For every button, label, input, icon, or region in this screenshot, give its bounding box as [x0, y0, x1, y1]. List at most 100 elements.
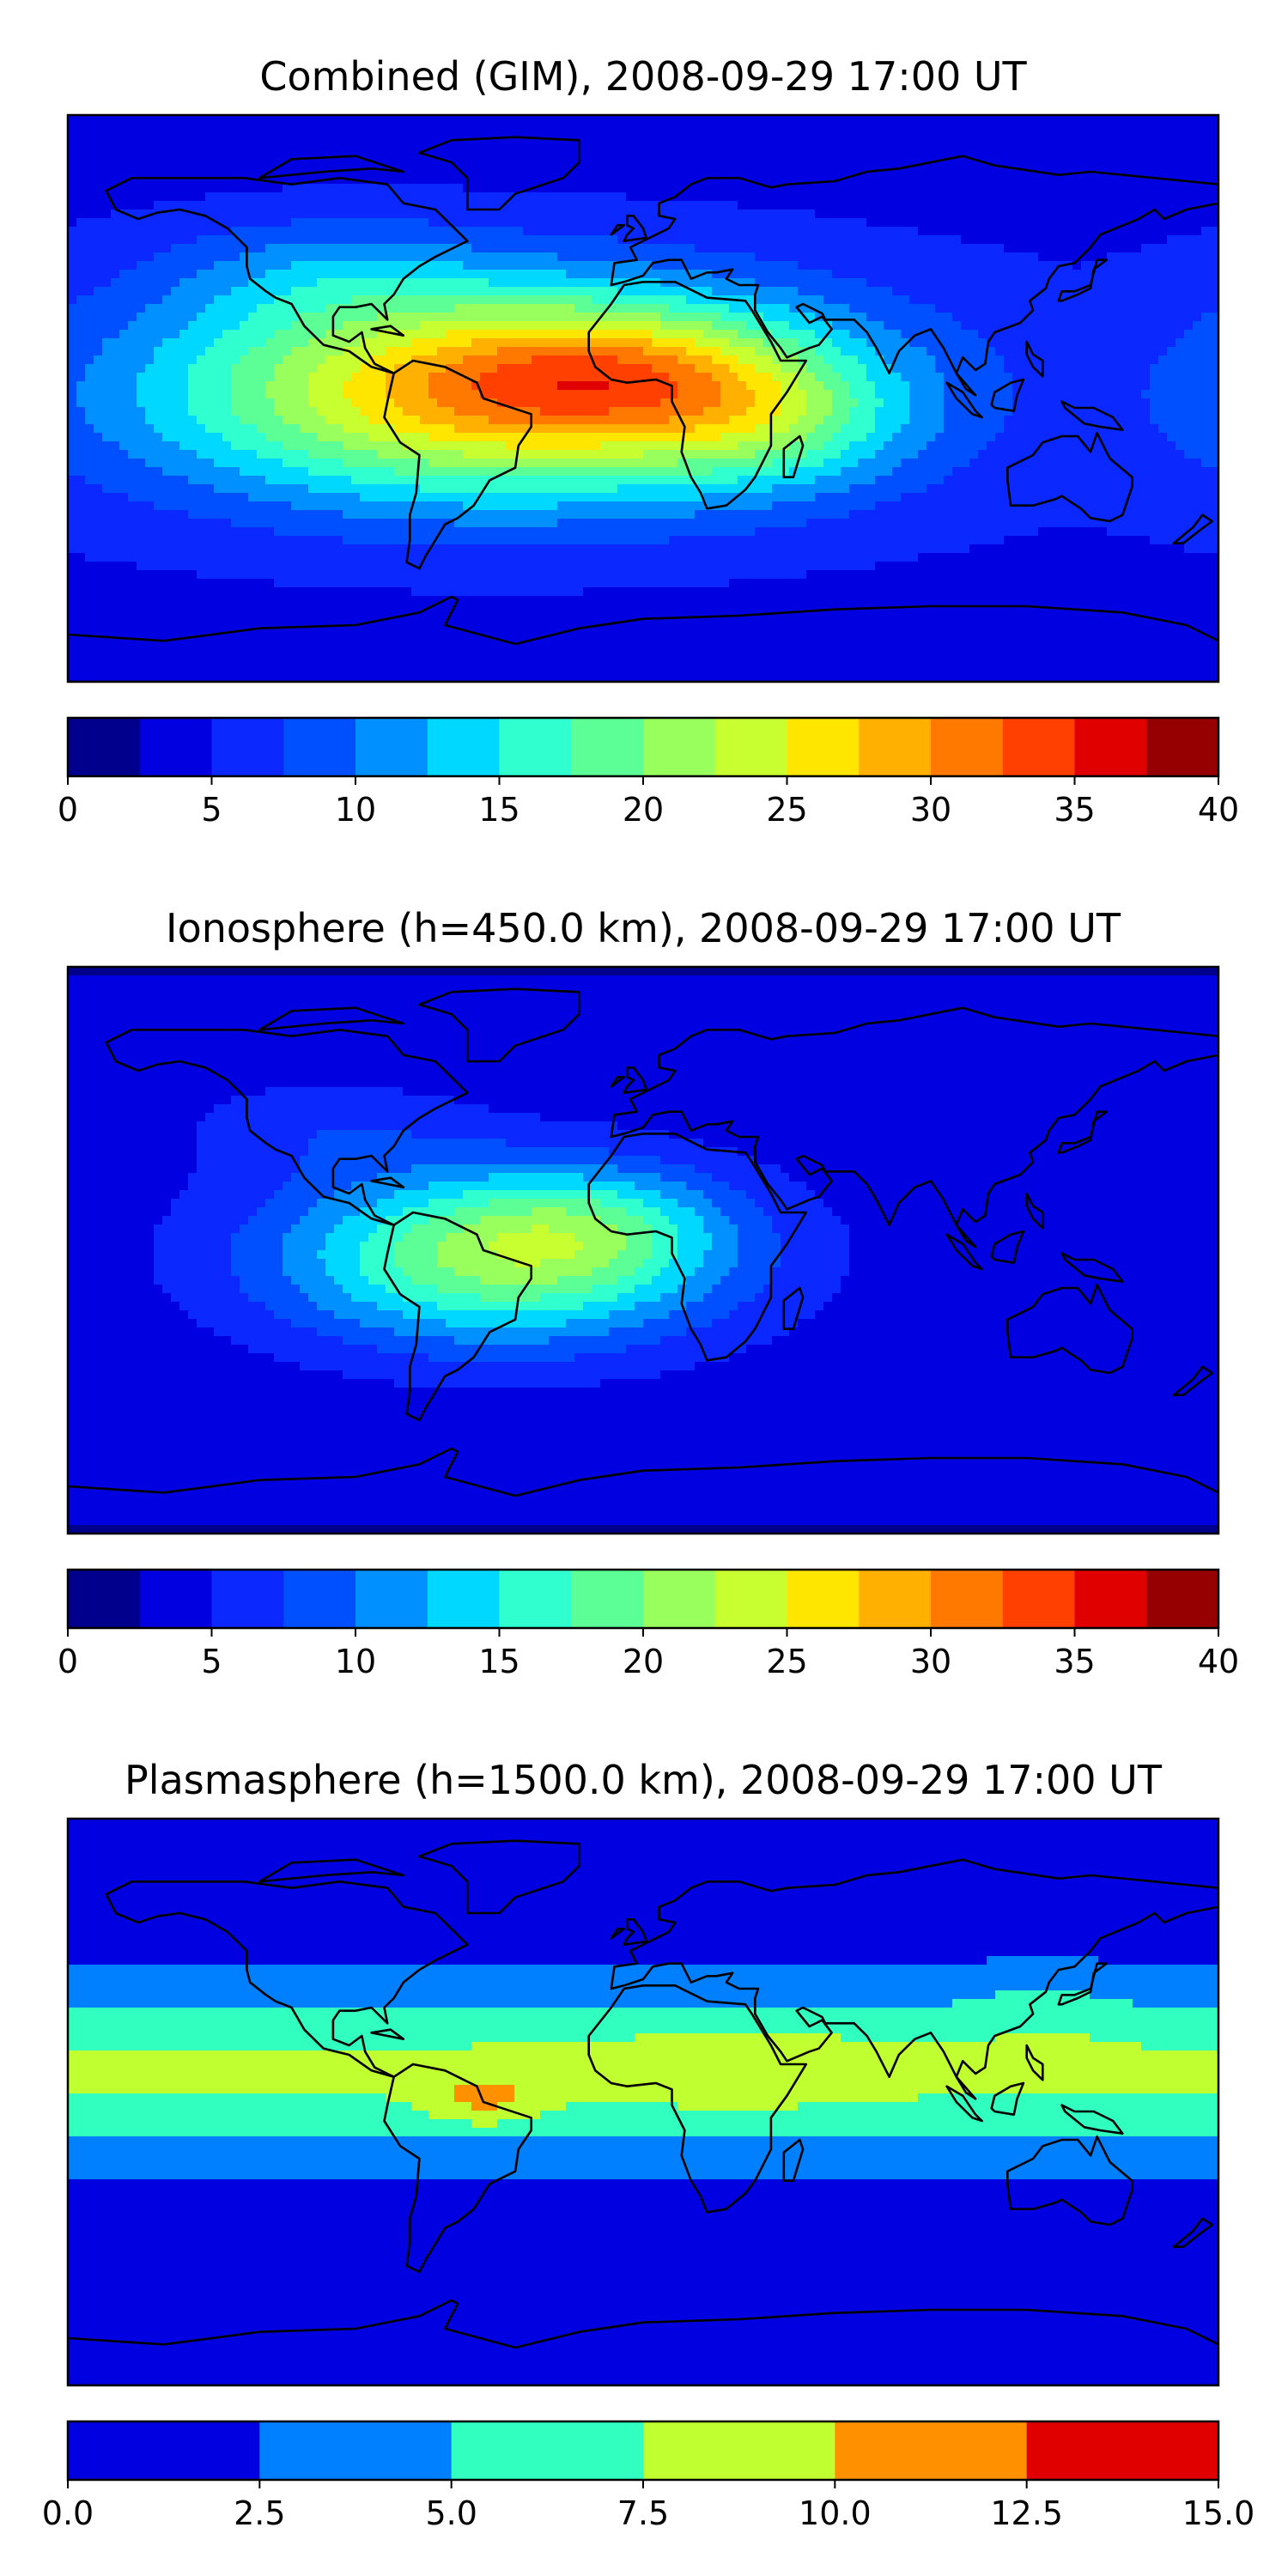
ionosphere-contour-cell	[729, 1216, 773, 1225]
ionosphere-colorbar-swatch	[139, 1570, 212, 1628]
combined-contour-cell	[68, 510, 189, 519]
ionosphere-contour-cell	[489, 1242, 584, 1251]
combined-contour-cell	[832, 338, 867, 348]
plasmasphere-map	[68, 1819, 1218, 2385]
combined-contour-cell	[806, 398, 833, 408]
combined-contour-cell	[428, 390, 481, 399]
ionosphere-contour-cell	[781, 1259, 850, 1268]
combined-contour-cell	[188, 390, 232, 399]
combined-contour-cell	[68, 536, 343, 545]
ionosphere-contour-cell	[600, 1199, 644, 1208]
plasmasphere-contour-cell	[68, 2351, 1218, 2360]
combined-contour-cell	[68, 261, 137, 270]
ionosphere-contour-cell	[729, 1267, 773, 1277]
combined-coastline	[383, 359, 533, 570]
ionosphere-coastline	[1060, 1252, 1124, 1283]
ionosphere-contour-cell	[68, 1147, 197, 1157]
combined-contour-cell	[265, 390, 309, 399]
ionosphere-contour-cell	[154, 1276, 240, 1285]
ionosphere-contour-cell	[703, 1139, 1218, 1148]
combined-contour-cell	[815, 330, 850, 339]
ionosphere-contour-cell	[815, 1190, 1218, 1200]
ionosphere-contour-cell	[669, 1130, 1218, 1139]
ionosphere-contour-cell	[360, 1267, 404, 1277]
ionosphere-contour-cell	[351, 1293, 404, 1303]
combined-contour-cell	[68, 321, 129, 331]
combined-contour-cell	[729, 304, 790, 313]
combined-contour-cell	[815, 347, 841, 356]
ionosphere-contour-cell	[68, 1388, 1218, 1397]
combined-contour-cell	[386, 381, 429, 391]
combined-contour-cell	[68, 141, 1218, 150]
combined-contour-cell	[446, 330, 653, 339]
ionosphere-contour-cell	[738, 1147, 1218, 1157]
ionosphere-contour-cell	[257, 1207, 309, 1217]
combined-contour-cell	[1012, 381, 1151, 391]
combined-contour-cell	[471, 338, 653, 348]
ionosphere-contour-cell	[68, 1053, 1218, 1062]
combined-contour-cell	[308, 467, 395, 477]
plasmasphere-coastline	[1060, 2104, 1124, 2135]
combined-contour-cell	[257, 450, 309, 459]
ionosphere-contour-cell	[695, 1362, 1218, 1371]
combined-contour-cell	[68, 355, 94, 365]
combined-contour-cell	[85, 364, 146, 374]
plasmasphere-contour-cell	[68, 1870, 1218, 1880]
plasmasphere-contour-cell	[68, 2222, 1218, 2232]
ionosphere-contour-cell	[849, 1242, 1218, 1251]
combined-contour-cell	[720, 381, 747, 391]
ionosphere-contour-cell	[772, 1216, 841, 1225]
ionosphere-contour-cell	[68, 1302, 180, 1311]
plasmasphere-contour-cell	[68, 2188, 1218, 2197]
combined-contour-cell	[798, 338, 833, 348]
ionosphere-contour-cell	[154, 1259, 232, 1268]
ionosphere-contour-cell	[841, 1276, 1218, 1285]
combined-contour-cell	[695, 364, 730, 374]
combined-contour-cell	[660, 398, 721, 408]
ionosphere-contour-cell	[540, 1113, 1218, 1122]
plasmasphere-coastline	[990, 2081, 1025, 2116]
ionosphere-contour-cell	[377, 1345, 627, 1354]
ionosphere-contour-cell	[532, 1224, 550, 1234]
combined-contour-cell	[1012, 398, 1151, 408]
combined-colorbar-swatch	[931, 718, 1004, 776]
ionosphere-contour-cell	[660, 1267, 696, 1277]
plasmasphere-coastline	[418, 1839, 580, 1915]
combined-contour-cell	[1012, 390, 1142, 399]
combined-contour-cell	[68, 424, 94, 434]
plasmasphere-contour-cell	[68, 2214, 1218, 2223]
ionosphere-contour-cell	[308, 1139, 507, 1148]
combined-contour-cell	[901, 459, 970, 468]
ionosphere-contour-cell	[68, 1018, 1218, 1028]
ionosphere-contour-cell	[154, 1267, 232, 1277]
combined-contour-cell	[798, 287, 893, 296]
combined-contour-cell	[360, 407, 404, 416]
plasmasphere-contour-cell	[68, 2102, 412, 2111]
ionosphere-contour-cell	[197, 1130, 318, 1139]
ionosphere-contour-cell	[360, 1207, 404, 1217]
combined-contour-cell	[111, 278, 180, 288]
combined-contour-cell	[1004, 364, 1151, 374]
combined-contour-cell	[738, 441, 790, 451]
combined-contour-cell	[875, 390, 910, 399]
ionosphere-contour-cell	[789, 1173, 1218, 1182]
ionosphere-contour-cell	[68, 1010, 1218, 1019]
combined-colorbar-swatch	[859, 718, 932, 776]
ionosphere-contour-cell	[617, 1276, 653, 1285]
plasmasphere-contour-cell	[1090, 1990, 1218, 2000]
plasmasphere-coastline	[105, 1880, 469, 2078]
ionosphere-contour-cell	[240, 1224, 292, 1234]
combined-contour-cell	[68, 467, 163, 477]
ionosphere-contour-cell	[574, 1233, 627, 1242]
combined-contour-cell	[222, 330, 275, 339]
combined-contour-cell	[755, 390, 781, 399]
combined-contour-cell	[188, 407, 232, 416]
ionosphere-contour-cell	[283, 1250, 318, 1260]
ionosphere-contour-cell	[428, 1182, 635, 1191]
ionosphere-contour-cell	[334, 1224, 378, 1234]
plasmasphere-contour-cell	[68, 2377, 1218, 2385]
ionosphere-contour-cell	[360, 1242, 395, 1251]
combined-contour-cell	[1176, 338, 1218, 348]
ionosphere-contour-cell	[68, 1259, 155, 1268]
